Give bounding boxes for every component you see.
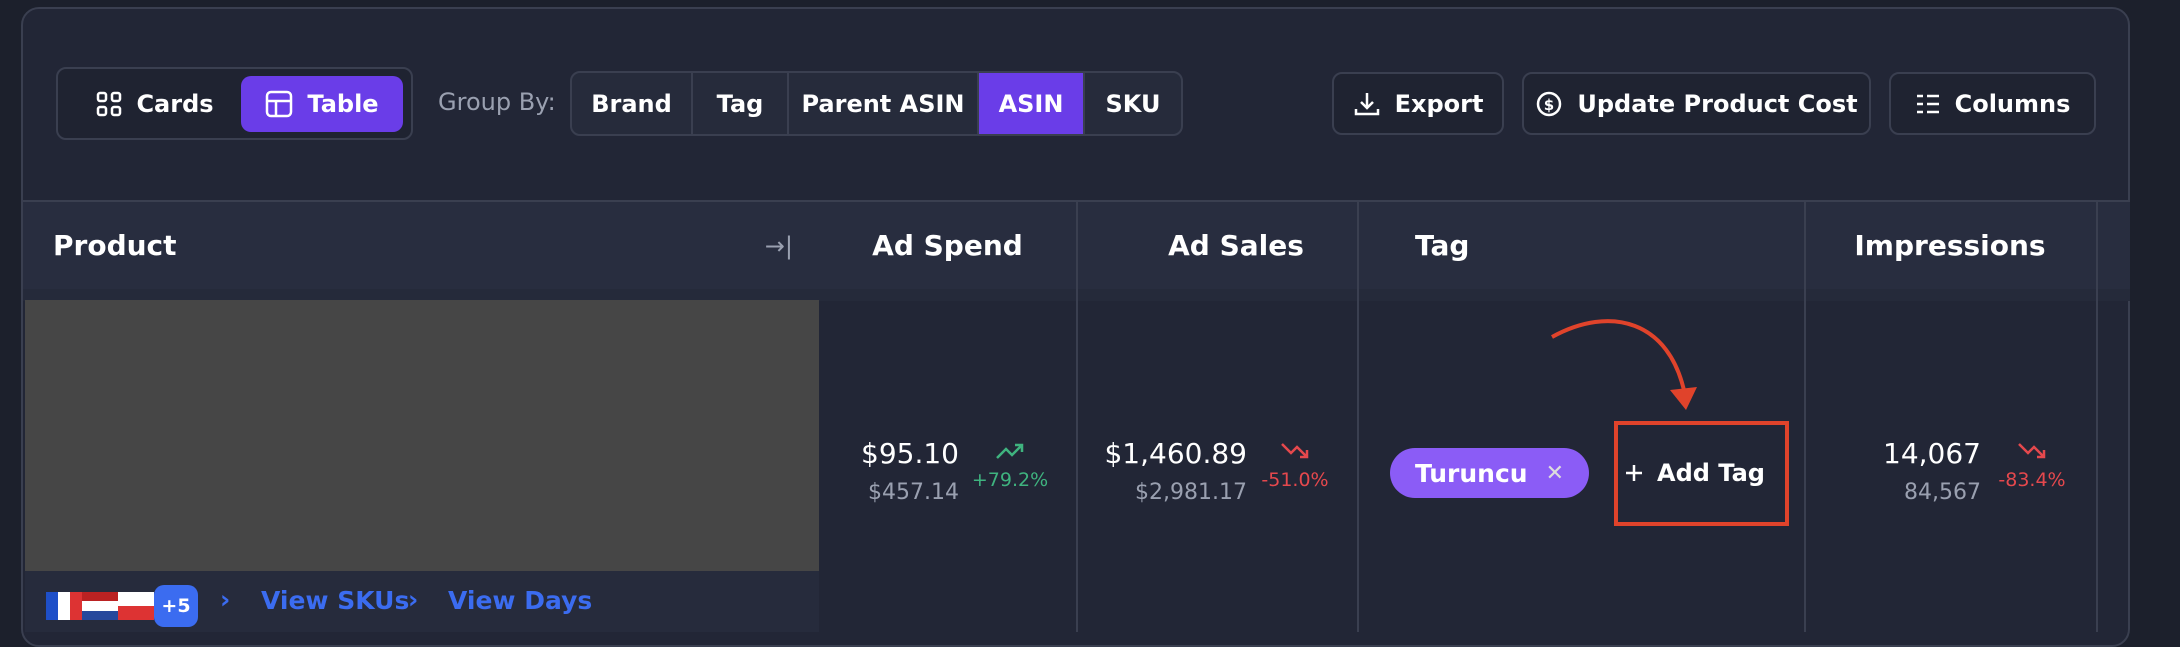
group-option[interactable]: Parent ASIN xyxy=(789,73,979,134)
table-label: Table xyxy=(307,90,379,118)
remove-tag[interactable]: ✕ xyxy=(1545,460,1565,486)
product-image xyxy=(25,300,819,571)
add-tag-label: Add Tag xyxy=(1657,459,1765,487)
trend-down-icon xyxy=(1281,443,1309,459)
update-cost-button[interactable]: $ Update Product Cost xyxy=(1522,72,1871,135)
update-cost-label: Update Product Cost xyxy=(1577,89,1858,118)
chevron: › xyxy=(408,585,419,614)
plus-icon xyxy=(1626,465,1642,481)
ad-sales-value: $1,460.89 xyxy=(1104,437,1247,470)
group-option[interactable]: Brand xyxy=(572,73,693,134)
column-border xyxy=(2096,202,2098,632)
group-by-label: Group By: xyxy=(438,88,556,116)
ad-spend-change: +79.2% xyxy=(971,469,1049,491)
group-option[interactable]: ASIN xyxy=(979,73,1085,134)
tag-text: Turuncu xyxy=(1414,458,1528,488)
page: Cards Table Group By: Brand Tag Parent A… xyxy=(21,7,2130,647)
ad-sales-previous: $2,981.17 xyxy=(1135,480,1247,505)
annotation-arrow xyxy=(1551,319,1697,410)
header-cell: Ad Spend xyxy=(819,202,1076,289)
trend-down-icon xyxy=(2018,443,2046,459)
column-border xyxy=(1804,202,1806,632)
trend-up-icon xyxy=(996,443,1024,459)
view-days-link[interactable]: View Days xyxy=(448,586,593,615)
ad-sales-change: -51.0% xyxy=(1261,469,1329,491)
dollar-icon: $ xyxy=(1537,91,1562,116)
group-option[interactable]: SKU xyxy=(1105,89,1161,118)
tag-chip: Turuncu ✕ xyxy=(1390,448,1589,498)
export-label: Export xyxy=(1394,89,1484,118)
cards-button[interactable]: Cards xyxy=(80,76,230,132)
header-cell: Tag xyxy=(1415,202,1615,289)
flags xyxy=(46,592,154,620)
columns-button[interactable]: Columns xyxy=(1889,72,2096,135)
ad-spend-previous: $457.14 xyxy=(868,480,959,505)
header-text: Product xyxy=(53,229,177,262)
add-tag-button[interactable]: Add Tag xyxy=(1625,455,1765,491)
highlight-box xyxy=(1614,421,1789,526)
header-cell: Ad Sales xyxy=(1076,202,1396,289)
group-by: Brand Tag Parent ASIN ASIN SKU xyxy=(570,71,1183,136)
collapse-icon[interactable]: →| xyxy=(764,231,793,260)
table-button[interactable]: Table xyxy=(241,76,403,132)
impressions-previous: 84,567 xyxy=(1904,480,1981,505)
impressions-value: 14,067 xyxy=(1883,437,1981,470)
more-markets[interactable]: +5 xyxy=(154,585,198,627)
column-border xyxy=(1076,202,1078,632)
svg-text:$: $ xyxy=(1544,96,1554,114)
group-option[interactable]: Tag xyxy=(693,73,789,134)
chevron: › xyxy=(220,585,231,614)
cards-icon xyxy=(97,91,122,117)
columns-label: Columns xyxy=(1954,89,2071,118)
header-cell: Impressions xyxy=(1804,202,2096,289)
columns-icon xyxy=(1916,94,1939,113)
column-border xyxy=(1357,202,1359,632)
ad-spend-value: $95.10 xyxy=(861,437,959,470)
cards-label: Cards xyxy=(136,90,214,118)
export-icon xyxy=(1354,92,1379,115)
table-icon xyxy=(266,90,293,118)
impressions-change: -83.4% xyxy=(1998,469,2066,491)
header-cell: Product →| xyxy=(53,202,793,289)
view-skus-link[interactable]: View SKUs xyxy=(261,586,410,615)
divider xyxy=(21,200,2130,202)
export-button[interactable]: Export xyxy=(1332,72,1504,135)
